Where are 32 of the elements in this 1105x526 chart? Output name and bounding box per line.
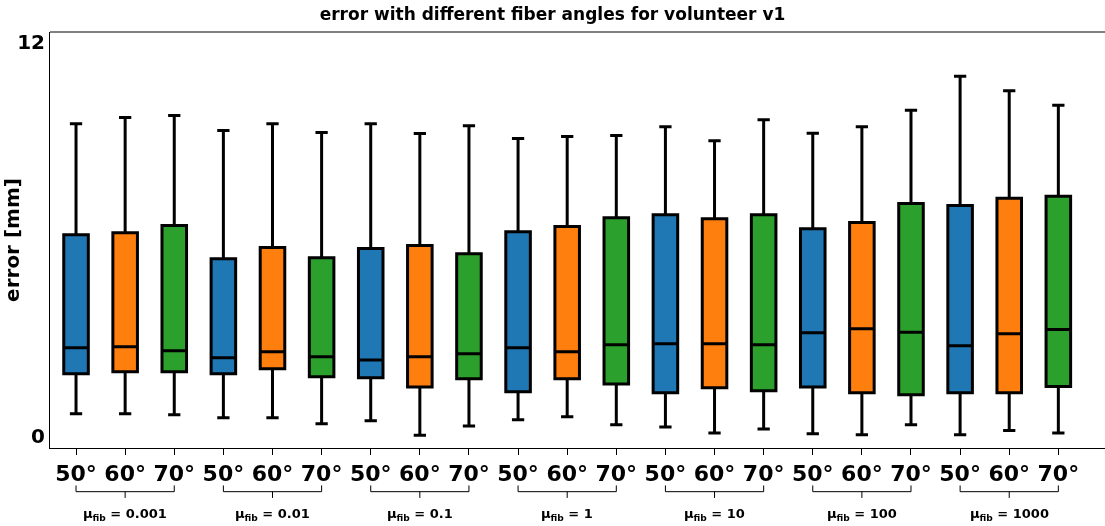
x-tick-label: 70° [595,461,638,487]
x-tick-label: 70° [448,461,490,487]
x-tick-label: 70° [742,461,785,487]
text: μ$_{fib}$ = 1000 [970,506,1049,523]
text: μ$_{fib}$ = 0.01 [235,506,310,523]
text: μ$_{fib}$ = 1 [541,506,593,523]
x-tick-label: 70° [300,461,343,487]
x-tick-label: 50° [644,461,687,487]
x-tick-label: 60° [251,461,294,487]
text: μ$_{fib}$ = 10 [684,506,745,523]
x-tick-label: 60° [841,461,883,487]
x-tick-label: 50° [939,461,981,487]
x-tick-label: 50° [55,461,97,487]
x-tick-label: 70° [153,461,196,487]
text: μ$_{fib}$ = 0.1 [387,506,453,523]
x-tick-label: 50° [349,461,392,487]
x-tick-label: 70° [890,461,932,487]
chart-title: error with different fiber angles for volunteer v1 [319,3,786,24]
y-tick-label: 0 [31,423,45,448]
x-tick-label: 50° [791,461,834,487]
x-tick-label: 60° [104,461,146,487]
x-tick-label: 60° [988,461,1031,487]
text: μ$_{fib}$ = 100 [827,506,897,523]
x-tick-label: 50° [497,461,539,487]
x-tick-label: 60° [693,461,736,487]
y-tick-label: 12 [17,29,45,54]
x-tick-label: 50° [202,461,245,487]
text: μ$_{fib}$ = 0.001 [83,506,167,523]
y-axis-title: error [mm] [0,178,24,302]
x-tick-label: 60° [546,461,588,487]
x-tick-label: 60° [399,461,441,487]
x-tick-label: 70° [1037,461,1080,487]
